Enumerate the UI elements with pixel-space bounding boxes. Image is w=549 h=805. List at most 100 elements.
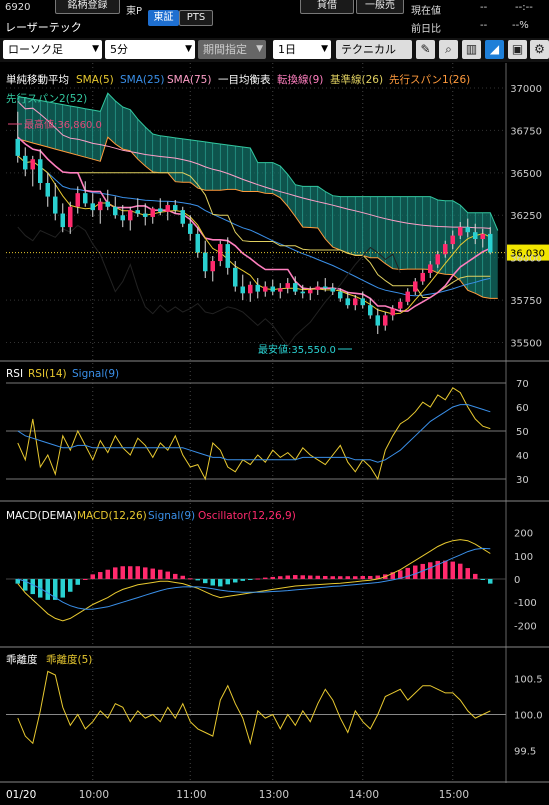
candle-body <box>285 283 290 289</box>
technical-button[interactable]: テクニカル <box>336 40 412 59</box>
macd-oscillator-bar <box>405 567 410 579</box>
span-a-line <box>17 136 498 299</box>
prev-ratio-label: 前日比 <box>411 24 441 35</box>
macd-oscillator-bar <box>420 563 425 579</box>
main-legend-item: 先行スパン2(52) <box>6 92 87 105</box>
candle-body <box>98 201 103 211</box>
ichimoku-cloud <box>227 144 236 190</box>
candle-body <box>210 261 215 272</box>
ichimoku-cloud <box>422 196 431 270</box>
x-axis-label: 15:00 <box>439 789 469 801</box>
ichimoku-cloud <box>92 110 101 162</box>
ichimoku-cloud <box>257 162 266 194</box>
candle-body <box>480 233 485 239</box>
rsi-signal-line <box>17 404 491 463</box>
market-tab-pts[interactable]: PTS <box>179 10 213 26</box>
candle-body <box>150 208 155 217</box>
macd-oscillator-bar <box>413 565 418 579</box>
macd-oscillator-bar <box>255 578 260 580</box>
ichimoku-cloud <box>152 133 161 173</box>
candle-body <box>278 288 283 292</box>
macd-oscillator-bar <box>173 573 178 579</box>
low-price-label: 最安値:35,550.0 <box>258 343 336 356</box>
ichimoku-cloud <box>317 186 326 239</box>
area-chart-icon[interactable]: ◢ <box>485 40 504 59</box>
ichimoku-cloud <box>145 127 153 172</box>
market-tab-tse[interactable]: 東証 <box>148 10 179 26</box>
macd-oscillator-bar <box>143 567 148 579</box>
ichimoku-cloud <box>287 174 296 217</box>
macd-panel <box>15 539 493 622</box>
kijun-line <box>17 136 491 298</box>
span-select[interactable]: 1日 ▼ <box>273 40 331 59</box>
stock-chart[interactable]: 37000 36750 36500 36250 36000 35750 35500 36,03… <box>0 63 549 805</box>
candle-body <box>38 159 43 183</box>
register-button[interactable]: 銘柄登録 <box>55 0 120 14</box>
dev-ytick-label: 100.0 <box>514 711 543 722</box>
ichimoku-cloud <box>332 195 341 251</box>
candle-body <box>473 232 478 239</box>
macd-oscillator-bar <box>158 569 163 579</box>
chevron-down-icon: ▼ <box>321 44 328 54</box>
ichimoku-cloud <box>47 101 56 150</box>
macd-oscillator-bar <box>480 579 485 580</box>
candle-body <box>68 206 73 228</box>
macd-oscillator-bar <box>285 575 290 579</box>
main-ytick-label: 36250 <box>510 211 542 222</box>
interval-select[interactable]: 5分 ▼ <box>105 40 195 59</box>
ichimoku-cloud <box>295 184 303 228</box>
current-price-value: -- <box>480 2 488 13</box>
candle-body <box>488 233 493 253</box>
tenkan-line <box>17 136 491 312</box>
candle-body <box>368 305 373 316</box>
candle-body <box>173 205 178 211</box>
credit-button-general[interactable]: 一般売 <box>356 0 404 14</box>
ichimoku-cloud <box>32 99 41 145</box>
ichimoku-cloud <box>325 191 333 248</box>
macd-oscillator-bar <box>15 579 20 584</box>
candle-body <box>23 155 28 170</box>
ichimoku-cloud <box>265 162 273 194</box>
save-icon[interactable]: ▣ <box>508 40 527 59</box>
chart-type-select[interactable]: ローソク足 ▼ <box>3 40 102 59</box>
ichimoku-cloud <box>347 196 356 256</box>
candle-body <box>390 308 395 316</box>
candle-body <box>30 159 35 170</box>
dev-ytick-label: 99.5 <box>514 746 536 757</box>
ichimoku-cloud <box>430 196 438 273</box>
ichimoku-cloud <box>377 196 386 264</box>
macd-oscillator-bar <box>473 573 478 579</box>
macd-oscillator-bar <box>195 579 200 581</box>
macd-ytick-label: 200 <box>514 529 533 540</box>
macd-oscillator-bar <box>263 577 268 579</box>
ichimoku-cloud <box>100 93 108 162</box>
candle-body <box>308 289 313 294</box>
macd-oscillator-bar <box>428 562 433 579</box>
settings-icon[interactable]: ⚙ <box>530 40 549 59</box>
macd-ytick-label: -100 <box>514 598 537 609</box>
candle-body <box>113 206 118 216</box>
ichimoku-cloud <box>280 166 288 207</box>
rsi-ytick-label: 30 <box>516 475 529 486</box>
bar-chart-icon[interactable]: ▥ <box>462 40 481 59</box>
candle-body <box>353 298 358 306</box>
pencil-icon[interactable]: ✎ <box>416 40 435 59</box>
period-select[interactable]: 期間指定 ▼ <box>198 40 266 59</box>
credit-button-lending[interactable]: 貸借 <box>300 0 354 14</box>
main-legend-item: SMA(75) <box>167 74 211 86</box>
chevron-down-icon: ▼ <box>92 44 99 54</box>
macd-oscillator-bar <box>135 566 140 579</box>
main-ytick-label: 36500 <box>510 169 542 180</box>
chevron-down-icon: ▼ <box>256 44 263 54</box>
rsi-panel <box>17 387 491 481</box>
macd-oscillator-bar <box>323 575 328 579</box>
candle-body <box>203 252 208 272</box>
sma5-line <box>17 155 491 315</box>
macd-oscillator-bar <box>458 563 463 579</box>
current-time: --:-- <box>515 2 533 13</box>
candle-body <box>60 213 65 228</box>
candle-body <box>428 264 433 273</box>
macd-oscillator-bar <box>45 579 50 600</box>
zoom-icon[interactable]: ⌕ <box>439 40 458 59</box>
ichimoku-cloud <box>407 196 416 270</box>
